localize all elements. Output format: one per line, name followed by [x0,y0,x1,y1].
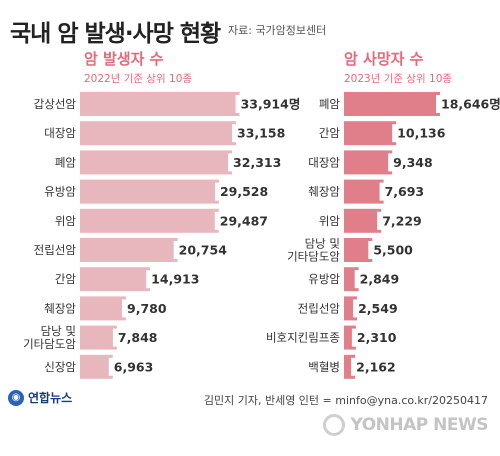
mortality-chart-subtitle: 2023년 기준 상위 10종 [344,72,452,85]
incidence-value-label: 29,487 [220,213,268,228]
mortality-bar [344,238,373,262]
incidence-category-label: 갑상선암 [34,97,77,111]
incidence-value-box [214,211,271,230]
incidence-bar [80,267,151,292]
watermark-globe-icon [322,414,345,436]
incidence-category-label: 간암 [55,272,77,286]
incidence-value-box [228,153,284,172]
mortality-value-label: 18,646명 [441,97,500,112]
mortality-value-box [379,182,428,201]
watermark-text: YONHAP NEWS [350,415,489,435]
mortality-value-box [377,211,426,230]
mortality-value-label: 2,849 [360,272,400,287]
mortality-value-label: 2,162 [356,359,396,374]
mortality-chart-title: 암 사망자 수 [344,50,424,68]
mortality-value-label: 9,348 [393,155,433,170]
mortality-category-label: 대장암 [308,155,340,169]
incidence-chart-subtitle: 2022년 기준 상위 10종 [84,72,192,85]
mortality-category-label: 간암 [319,126,341,140]
mortality-category-label: 유방암 [308,272,340,286]
mortality-bar [344,325,356,350]
incidence-value-box [108,357,157,376]
incidence-category-label: 담낭 및 기타담도암 [23,324,76,351]
incidence-value-box [112,328,161,347]
mortality-bar [344,179,384,204]
mortality-value-box [353,299,402,318]
incidence-bar [80,121,237,146]
incidence-category-label: 유방암 [44,185,76,199]
mortality-value-label: 5,500 [373,243,413,258]
incidence-value-box [173,241,230,259]
mortality-value-box [368,241,417,259]
incidence-category-label: 전립선암 [34,243,77,257]
incidence-bar [80,208,219,233]
credit-line: 김민지 기자, 반세영 인턴 = minfo@yna.co.kr/2025041… [203,394,488,407]
yonhap-logo-icon: ◉ [8,389,24,406]
incidence-chart-title: 암 발생자 수 [84,50,164,68]
incidence-bar [80,92,240,116]
incidence-value-box [214,182,271,201]
incidence-value-box [146,270,202,289]
source-note: 자료: 국가암정보센터 [228,24,327,37]
mortality-category-label: 췌장암 [308,185,340,199]
mortality-bar [344,92,440,116]
incidence-bar [80,354,113,379]
mortality-value-box [436,95,500,113]
incidence-value-label: 33,158 [237,126,285,141]
incidence-value-label: 7,848 [118,330,158,345]
mortality-value-label: 7,693 [385,184,425,199]
incidence-category-label: 신장암 [44,360,76,374]
mortality-value-box [388,153,437,172]
incidence-value-label: 32,313 [233,155,281,170]
incidence-value-label: 6,963 [114,359,154,374]
mortality-bar [344,150,393,175]
mortality-value-box [351,328,400,347]
incidence-value-label: 20,754 [179,243,228,258]
yonhap-logo: ◉ 연합뉴스 [8,389,72,406]
mortality-category-label: 담낭 및 기타담도암 [287,237,340,264]
mortality-value-label: 2,549 [358,301,398,316]
page-title: 국내 암 발생·사망 현황 [10,21,221,47]
incidence-value-label: 29,528 [220,184,268,199]
incidence-category-label: 대장암 [44,126,76,140]
incidence-category-label: 폐암 [55,155,77,169]
incidence-value-box [232,124,288,143]
incidence-bar [80,238,178,262]
incidence-value-box [122,299,171,318]
incidence-bar [80,150,233,175]
mortality-category-label: 백혈병 [308,360,340,374]
incidence-value-label: 14,913 [151,272,199,287]
incidence-value-box [235,95,299,113]
incidence-category-label: 췌장암 [44,301,76,315]
mortality-value-label: 10,136 [397,126,446,141]
mortality-category-label: 위암 [319,214,341,228]
mortality-bar [344,208,382,233]
incidence-category-label: 위암 [55,214,77,228]
mortality-value-label: 2,310 [357,330,397,345]
mortality-category-label: 비호지킨림프종 [266,331,340,345]
incidence-bar [80,325,117,350]
mortality-value-box [392,124,448,143]
mortality-bar [344,121,397,146]
yonhap-logo-text: 연합뉴스 [28,391,73,405]
mortality-category-label: 전립선암 [298,301,341,315]
mortality-value-box [354,270,403,289]
incidence-value-label: 33,914명 [241,97,301,112]
mortality-value-label: 7,229 [382,213,422,228]
watermark: YONHAP NEWS [322,414,489,436]
incidence-bar [80,296,127,321]
mortality-value-box [351,357,400,376]
mortality-bar [344,354,356,379]
mortality-category-label: 폐암 [319,97,341,111]
incidence-value-label: 9,780 [127,301,167,316]
incidence-bar [80,179,219,204]
